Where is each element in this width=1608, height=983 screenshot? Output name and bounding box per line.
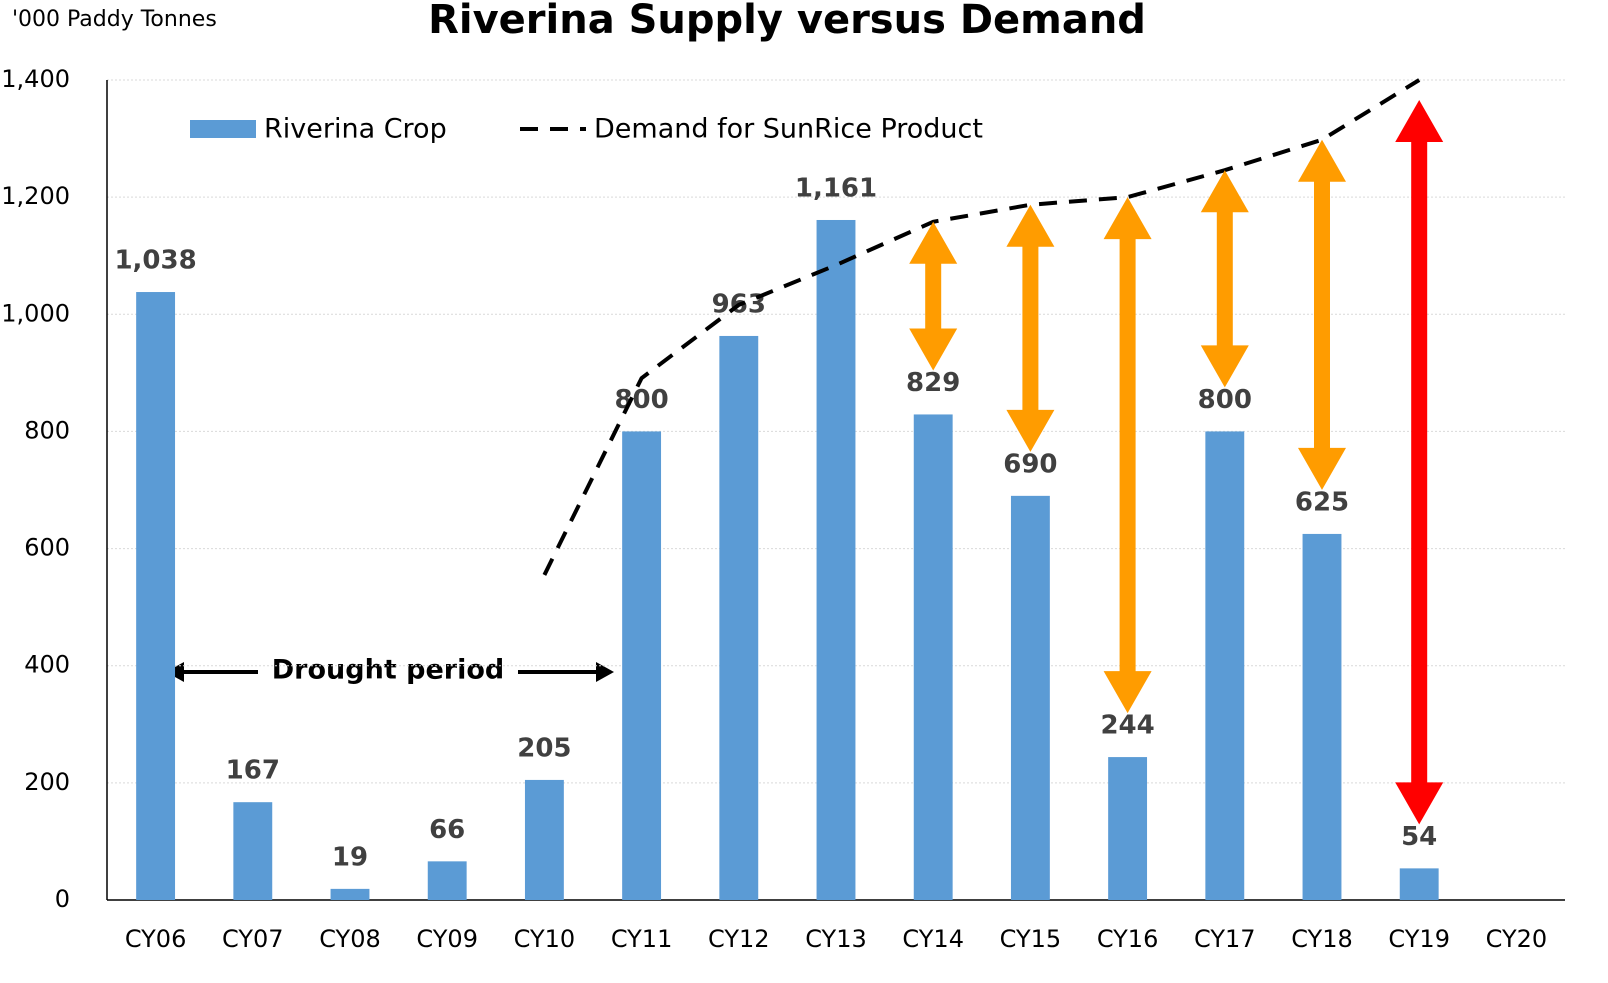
legend-label: Riverina Crop: [264, 114, 447, 145]
data-label: 690: [1003, 449, 1057, 479]
x-tick-label: CY19: [1388, 925, 1450, 953]
data-label: 19: [332, 842, 368, 872]
bar: [1205, 431, 1245, 900]
legend-swatch: [190, 120, 256, 138]
y-axis-label: '000 Paddy Tonnes: [12, 7, 217, 32]
bar: [816, 219, 856, 900]
data-label: 800: [614, 385, 668, 415]
y-tick-label: 400: [24, 651, 70, 679]
x-tick-label: CY20: [1486, 925, 1548, 953]
x-tick-label: CY18: [1291, 925, 1353, 953]
arrow-head: [596, 662, 614, 682]
bar: [1108, 757, 1148, 900]
data-label: 244: [1100, 711, 1154, 741]
y-tick-label: 200: [24, 768, 70, 796]
bar: [233, 802, 273, 900]
bar: [1302, 533, 1342, 900]
bar: [1399, 868, 1439, 900]
gap-arrow: [909, 221, 958, 371]
data-label: 167: [226, 756, 280, 786]
y-tick-label: 1,200: [1, 182, 70, 210]
x-tick-label: CY08: [319, 925, 381, 953]
gap-arrow: [1298, 139, 1346, 490]
x-tick-label: CY12: [708, 925, 770, 953]
y-tick-label: 600: [24, 534, 70, 562]
x-tick-label: CY06: [125, 925, 187, 953]
bar: [524, 779, 564, 900]
annotation: Drought period: [272, 655, 504, 686]
bar: [719, 335, 759, 900]
y-tick-label: 0: [55, 885, 70, 913]
legend-label: Demand for SunRice Product: [594, 114, 983, 145]
gap-arrow: [1200, 170, 1249, 388]
x-tick-label: CY11: [611, 925, 673, 953]
data-label: 205: [517, 733, 571, 763]
x-tick-label: CY15: [1000, 925, 1062, 953]
x-tick-label: CY09: [416, 925, 478, 953]
x-tick-label: CY13: [805, 925, 867, 953]
x-tick-label: CY17: [1194, 925, 1256, 953]
gap-arrow: [1103, 197, 1152, 714]
demand-line: [542, 78, 1421, 576]
bar: [913, 414, 953, 900]
data-label: 54: [1401, 822, 1437, 852]
drought-annotation: Drought period: [166, 655, 614, 686]
x-tick-label: CY16: [1097, 925, 1159, 953]
x-tick-label: CY10: [514, 925, 576, 953]
y-tick-label: 1,400: [1, 65, 70, 93]
data-label: 625: [1295, 487, 1349, 517]
bar: [330, 888, 370, 900]
x-tick-label: CY14: [902, 925, 964, 953]
y-tick-label: 800: [24, 416, 70, 444]
data-label: 1,038: [114, 246, 196, 276]
y-tick-label: 1,000: [1, 299, 70, 327]
chart-title: Riverina Supply versus Demand: [428, 0, 1146, 43]
bar: [622, 431, 662, 900]
bar: [427, 861, 467, 900]
data-label: 1,161: [795, 173, 877, 203]
data-label: 66: [429, 815, 465, 845]
bar: [1010, 495, 1050, 900]
gap-arrow: [1395, 100, 1444, 825]
bar: [136, 292, 176, 900]
x-tick-label: CY07: [222, 925, 284, 953]
data-label: 800: [1198, 385, 1252, 415]
data-label: 829: [906, 368, 960, 398]
gap-arrow: [1006, 204, 1055, 452]
